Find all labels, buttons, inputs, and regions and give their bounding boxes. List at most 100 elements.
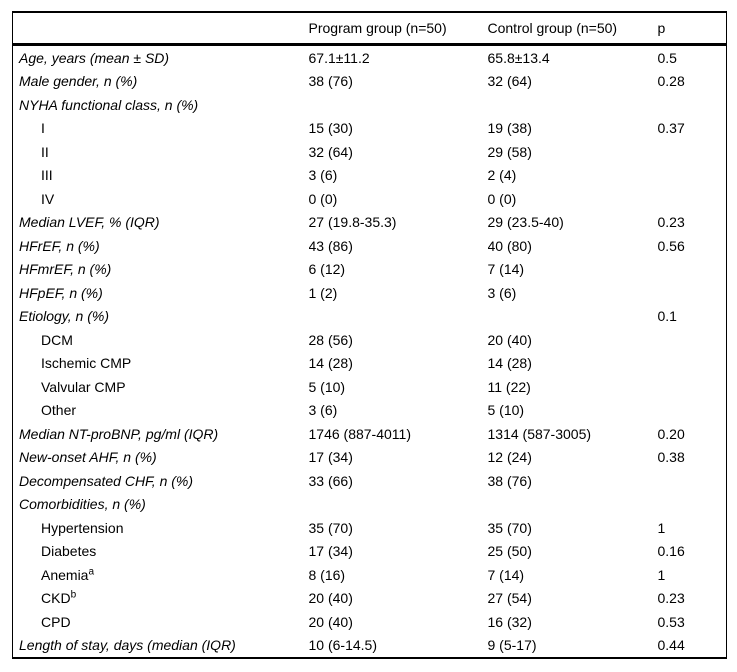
control-group-value: 7 (14) [487, 566, 525, 583]
table-row: DCM 28 (56) 20 (40) [13, 328, 727, 352]
table-row: III 3 (6) 2 (4) [13, 164, 727, 188]
table-row: HFrEF, n (%) 43 (86) 40 (80) 0.56 [13, 234, 727, 258]
table-row: CKDb 20 (40) 27 (54) 0.23 [13, 587, 727, 611]
row-label: Anemiaa [41, 566, 95, 583]
p-value: 0.56 [657, 237, 685, 254]
control-group-value: 16 (32) [487, 613, 532, 630]
header-empty-cell [12, 12, 309, 46]
control-group-value [488, 305, 658, 329]
p-value: 0.44 [657, 637, 685, 654]
program-group-value: 5 (10) [308, 378, 346, 395]
program-group-value: 17 (34) [308, 543, 353, 560]
table-row: Median NT-proBNP, pg/ml (IQR) 1746 (887-4… [13, 422, 727, 446]
footnote-marker: b [70, 589, 77, 601]
row-label: Etiology, n (%) [19, 308, 109, 325]
control-group-value: 40 (80) [487, 237, 532, 254]
table-row: CPD 20 (40) 16 (32) 0.53 [13, 610, 727, 634]
control-group-value: 29 (58) [487, 143, 532, 160]
row-label: Valvular CMP [41, 378, 126, 395]
control-group-value: 11 (22) [487, 378, 531, 395]
p-value: 0.53 [657, 613, 685, 630]
control-group-value: 5 (10) [487, 402, 525, 419]
row-label: IV [41, 190, 55, 207]
table-row: Decompensated CHF, n (%) 33 (66) 38 (76) [13, 469, 727, 493]
p-value: 1 [657, 519, 666, 536]
row-label: Ischemic CMP [41, 355, 132, 372]
row-label: Median LVEF, % (IQR) [19, 214, 160, 231]
program-group-value: 8 (16) [308, 566, 346, 583]
row-label: NYHA functional class, n (%) [19, 96, 199, 113]
control-group-value: 35 (70) [487, 519, 532, 536]
p-value: 1 [657, 566, 666, 583]
p-value: 0.20 [657, 425, 685, 442]
row-label: HFmrEF, n (%) [19, 261, 112, 278]
row-label: II [41, 143, 49, 160]
control-group-value: 29 (23.5-40) [487, 214, 564, 231]
row-label: Comorbidities, n (%) [19, 496, 146, 513]
program-group-value: 20 (40) [308, 590, 353, 607]
program-group-value: 14 (28) [308, 355, 353, 372]
row-label: CPD [41, 613, 71, 630]
program-group-value: 35 (70) [308, 519, 353, 536]
program-group-value: 27 (19.8-35.3) [308, 214, 397, 231]
row-label: I [41, 120, 45, 137]
control-group-value: 7 (14) [487, 261, 525, 278]
program-group-value [309, 93, 488, 117]
p-value [658, 93, 727, 117]
program-group-value: 20 (40) [308, 613, 353, 630]
p-value [658, 187, 727, 211]
control-group-value: 14 (28) [487, 355, 532, 372]
program-group-value [309, 493, 488, 517]
control-group-value: 19 (38) [487, 120, 532, 137]
program-group-value: 10 (6-14.5) [308, 637, 377, 654]
control-group-value [488, 493, 658, 517]
header-program-group: Program group (n=50) [308, 12, 488, 46]
row-label: Hypertension [41, 519, 124, 536]
row-label: Decompensated CHF, n (%) [19, 472, 194, 489]
control-group-value [488, 93, 658, 117]
row-label: Length of stay, days (median (IQR) [19, 637, 236, 654]
control-group-value: 3 (6) [487, 284, 517, 301]
header-p-value: p [657, 12, 727, 46]
program-group-value: 28 (56) [308, 331, 353, 348]
program-group-value: 38 (76) [308, 73, 353, 90]
table-row: Length of stay, days (median (IQR) 10 (6-… [13, 634, 727, 659]
table-body: Age, years (mean ± SD) 67.1±11.2 65.8±13.4… [13, 45, 727, 659]
table-row: Median LVEF, % (IQR) 27 (19.8-35.3) 29 (23… [13, 211, 727, 235]
p-value: 0.37 [657, 120, 685, 137]
p-value [658, 258, 727, 282]
p-value [658, 140, 727, 164]
p-value: 0.16 [657, 543, 685, 560]
p-value: 0.28 [657, 73, 685, 90]
row-label: CKDb [41, 589, 77, 607]
control-group-value: 1314 (587-3005) [487, 425, 592, 442]
table-row: Valvular CMP 5 (10) 11 (22) [13, 375, 727, 399]
table-row: I 15 (30) 19 (38) 0.37 [13, 117, 727, 141]
row-label: HFrEF, n (%) [19, 237, 100, 254]
control-group-value: 38 (76) [487, 472, 532, 489]
footnote-marker: a [88, 566, 95, 578]
program-group-value: 33 (66) [308, 472, 353, 489]
p-value [658, 328, 727, 352]
p-value [658, 375, 727, 399]
header-row: Program group (n=50) Control group (n=50… [12, 12, 727, 46]
table-row: Anemiaa 8 (16) 7 (14) 1 [13, 563, 727, 587]
program-group-value: 3 (6) [308, 402, 338, 419]
table-row: Etiology, n (%) 0.1 [13, 305, 727, 329]
p-value [658, 469, 727, 493]
table-row: New-onset AHF, n (%) 17 (34) 12 (24) 0.38 [13, 446, 727, 470]
program-group-value: 17 (34) [308, 449, 353, 466]
p-value: 0.5 [657, 49, 677, 66]
row-label: HFpEF, n (%) [19, 284, 103, 301]
program-group-value: 0 (0) [308, 190, 338, 207]
row-label: Male gender, n (%) [19, 73, 138, 90]
program-group-value: 15 (30) [308, 120, 353, 137]
control-group-value: 20 (40) [487, 331, 532, 348]
row-label: Age, years (mean ± SD) [19, 49, 170, 66]
program-group-value: 1 (2) [308, 284, 338, 301]
control-group-value: 25 (50) [487, 543, 532, 560]
control-group-value: 2 (4) [487, 167, 517, 184]
p-value: 0.23 [657, 590, 685, 607]
control-group-value: 12 (24) [487, 449, 532, 466]
